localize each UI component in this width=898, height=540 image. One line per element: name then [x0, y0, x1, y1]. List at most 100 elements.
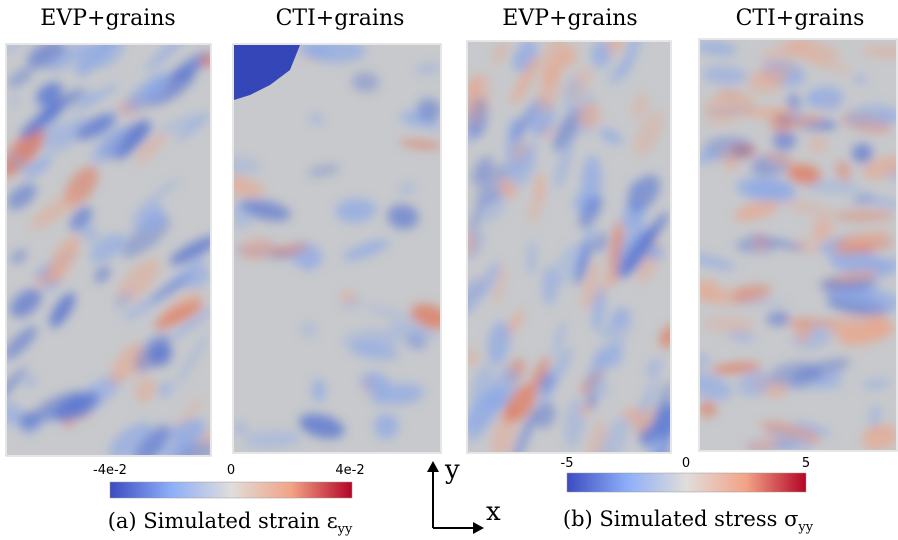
texture-blob	[110, 342, 143, 385]
colorbar-tick: -5	[561, 456, 574, 471]
texture-blob	[768, 114, 793, 133]
texture-blob	[747, 179, 794, 198]
texture-blob	[723, 151, 739, 173]
texture-blob	[472, 156, 493, 185]
texture-blob	[586, 359, 605, 391]
texture-blob	[7, 67, 34, 88]
texture-blob	[514, 42, 539, 69]
texture-blob	[132, 202, 165, 233]
texture-blob	[837, 269, 881, 281]
texture-blob	[835, 160, 851, 182]
texture-blob	[22, 373, 37, 389]
field-panel	[7, 45, 210, 455]
texture-blob	[480, 261, 500, 297]
texture-blob	[90, 125, 127, 166]
texture-blob	[7, 366, 27, 409]
texture-blob	[831, 229, 891, 253]
texture-blob	[170, 52, 210, 82]
texture-blob	[578, 195, 603, 229]
texture-blob	[744, 437, 779, 450]
panel-title: EVP+grains	[40, 6, 175, 31]
texture-blob	[618, 227, 657, 279]
texture-blob	[76, 113, 116, 140]
texture-blob	[46, 235, 80, 285]
texture-blob	[64, 416, 75, 429]
texture-blob	[633, 92, 648, 119]
texture-blob	[702, 316, 757, 333]
texture-blob	[553, 242, 584, 287]
field-images	[5, 38, 898, 457]
texture-blob	[303, 45, 366, 63]
texture-blob	[10, 288, 42, 318]
texture-blob	[541, 265, 558, 306]
texture-blob	[851, 143, 873, 164]
texture-blob	[702, 92, 756, 119]
texture-blob	[540, 346, 573, 398]
texture-blob	[311, 379, 326, 402]
field-panel	[234, 45, 440, 452]
texture-blob	[862, 155, 896, 180]
texture-blob	[71, 83, 120, 113]
texture-blob	[760, 40, 816, 64]
texture-blob	[468, 349, 481, 366]
texture-blob	[648, 244, 664, 261]
colorbar-tick: 0	[682, 456, 690, 471]
texture-blob	[175, 112, 210, 142]
texture-blob	[780, 199, 839, 218]
texture-blob	[805, 180, 863, 194]
panel-title: CTI+grains	[736, 6, 865, 31]
texture-blob	[360, 372, 390, 393]
texture-blob	[175, 333, 209, 387]
texture-blob	[32, 391, 85, 422]
texture-blob	[702, 65, 748, 85]
field-region	[234, 45, 300, 100]
texture-blob	[510, 54, 541, 106]
texture-blob	[787, 164, 822, 185]
texture-blob	[541, 42, 568, 86]
texture-blob	[533, 402, 556, 429]
texture-blob	[655, 402, 670, 438]
texture-blob	[134, 132, 167, 164]
panel-title: EVP+grains	[502, 6, 637, 31]
texture-blob	[552, 319, 567, 356]
texture-blob	[599, 128, 623, 145]
texture-blob	[470, 364, 493, 410]
texture-blob	[591, 287, 606, 331]
texture-blob	[832, 324, 866, 341]
caption-subscript: yy	[337, 522, 353, 537]
panel-frame	[5, 43, 212, 457]
texture-blob	[154, 300, 204, 330]
texture-blob	[468, 73, 492, 128]
caption-text: (a) Simulated strain ε	[108, 509, 338, 533]
texture-blob	[494, 263, 505, 308]
colorbar-tick: -4e-2	[93, 463, 127, 478]
texture-blob	[69, 206, 93, 232]
colorbar	[109, 481, 353, 499]
texture-blob	[299, 413, 345, 439]
texture-blob	[627, 175, 661, 212]
field-panel	[468, 42, 670, 452]
texture-blob	[591, 42, 611, 69]
texture-blob	[861, 379, 892, 390]
texture-blob	[784, 318, 839, 328]
texture-blob	[300, 322, 318, 337]
caption-subscript: yy	[797, 520, 813, 535]
texture-blob	[704, 117, 739, 126]
field-texture	[7, 45, 210, 455]
texture-blob	[411, 333, 424, 351]
texture-blob	[700, 279, 720, 302]
texture-blob	[43, 116, 88, 146]
texture-blob	[526, 203, 541, 222]
texture-blob	[80, 88, 96, 105]
texture-blob	[387, 204, 419, 229]
texture-blob	[766, 311, 790, 326]
texture-blob	[503, 404, 518, 422]
texture-blob	[9, 93, 20, 109]
texture-blob	[10, 249, 27, 264]
caption: (b) Simulated stress σyy	[563, 507, 814, 535]
texture-blob	[369, 388, 387, 406]
texture-blob	[47, 45, 91, 72]
texture-blob	[175, 441, 210, 455]
texture-blob	[835, 66, 854, 74]
texture-blob	[517, 430, 527, 452]
